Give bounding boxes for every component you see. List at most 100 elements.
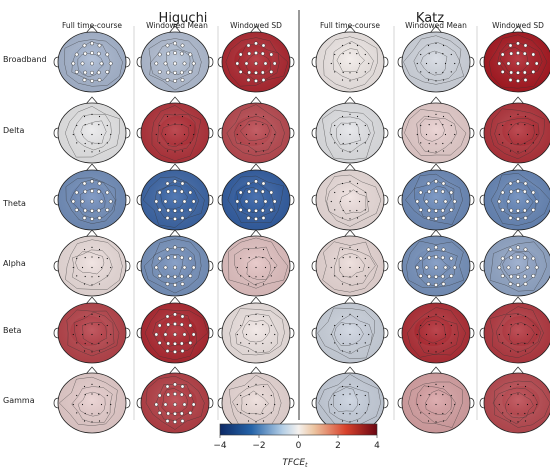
sensor-dot — [507, 133, 510, 136]
sensor-marker — [272, 199, 277, 204]
sensor-dot — [442, 412, 444, 415]
sensor-marker — [179, 274, 184, 279]
sensor-dot — [334, 412, 336, 414]
sensor-marker — [99, 61, 104, 66]
head-ear-left — [53, 397, 60, 409]
sensor-dot — [83, 283, 86, 285]
head-contour — [425, 389, 452, 415]
sensor-dot — [416, 403, 418, 406]
sensor-dot — [100, 266, 103, 269]
sensor-dot — [349, 200, 351, 203]
sensor-dot — [262, 420, 265, 422]
head-shade — [58, 303, 126, 363]
sensor-dot — [428, 342, 430, 345]
head-contour — [403, 35, 465, 85]
sensor-dot — [247, 283, 250, 285]
sensor-marker — [516, 255, 520, 259]
sensor-marker — [173, 411, 177, 416]
sensor-marker — [523, 43, 528, 48]
sensor-dot — [526, 133, 529, 136]
sensor-dot — [240, 275, 242, 277]
head-contour — [333, 247, 376, 286]
head-ear-right — [288, 397, 295, 409]
sensor-dot — [349, 52, 351, 54]
sensor-marker — [180, 419, 185, 423]
sensor-marker — [525, 61, 530, 66]
head-contour — [405, 173, 463, 225]
head-nose — [429, 229, 443, 238]
sensor-marker — [434, 265, 438, 270]
sensor-dot — [270, 342, 272, 344]
head-contour — [492, 387, 539, 425]
sensor-marker — [247, 51, 252, 56]
head-ear-right — [382, 397, 389, 409]
sensor-marker — [165, 384, 170, 389]
sensor-dot — [524, 315, 527, 318]
head-ear-left — [311, 194, 318, 206]
topomap-head — [136, 366, 214, 434]
sensor-marker — [173, 322, 177, 326]
sensor-dot — [425, 333, 428, 336]
sensor-dot — [428, 53, 430, 55]
head-contour — [63, 39, 123, 87]
sensor-marker — [191, 402, 196, 407]
sensor-dot — [174, 151, 176, 153]
head-nose — [168, 163, 182, 172]
sensor-dot — [435, 113, 437, 115]
sensor-marker — [497, 265, 502, 270]
sensor-marker — [90, 51, 94, 55]
sensor-dot — [524, 124, 526, 126]
sensor-dot — [532, 394, 534, 397]
head-contour — [161, 124, 190, 147]
head-contour — [152, 312, 197, 353]
head-contour — [415, 385, 456, 424]
topomap-head — [53, 366, 131, 434]
sensor-dot — [517, 133, 519, 136]
sensor-dot — [98, 324, 100, 326]
sensor-marker — [163, 265, 168, 270]
head-ear-right — [288, 56, 295, 68]
head-shade — [316, 32, 384, 92]
sensor-dot — [84, 394, 86, 396]
sensor-marker — [246, 181, 251, 186]
head-contour — [242, 320, 271, 343]
sensor-dot — [247, 385, 250, 388]
head-ear-right — [468, 127, 475, 139]
head-contour — [73, 311, 115, 352]
sensor-marker — [516, 189, 520, 193]
sensor-marker — [173, 245, 177, 250]
head-shade — [316, 170, 384, 230]
sensor-dot — [341, 182, 344, 185]
head-ear-right — [124, 397, 131, 409]
sensor-dot — [356, 248, 359, 251]
sensor-dot — [517, 383, 519, 385]
sensor-dot — [435, 143, 437, 145]
sensor-dot — [368, 62, 370, 65]
sensor-dot — [98, 257, 100, 259]
sensor-dot — [255, 383, 257, 385]
sensor-dot — [247, 248, 250, 251]
sensor-dot — [166, 115, 169, 118]
sensor-marker — [415, 265, 420, 270]
sensor-dot — [91, 351, 93, 353]
sensor-marker — [516, 265, 520, 270]
head-contour — [77, 53, 105, 78]
sensor-dot — [420, 324, 422, 327]
sensor-marker — [247, 70, 252, 75]
sensor-dot — [349, 393, 351, 395]
sensor-dot — [159, 142, 161, 144]
sensor-dot — [349, 351, 351, 353]
sensor-dot — [255, 123, 257, 125]
head-nose — [429, 366, 443, 375]
sensor-marker — [531, 190, 536, 195]
sensor-dot — [435, 72, 437, 74]
head-nose — [343, 229, 357, 238]
sensor-dot — [524, 394, 526, 396]
row-label-broadband: Broadband — [3, 55, 47, 64]
sensor-marker — [74, 70, 79, 74]
sensor-dot — [509, 385, 512, 388]
sensor-marker — [500, 256, 505, 261]
topomap-head — [397, 96, 475, 164]
sensor-dot — [330, 133, 332, 136]
sensor-dot — [356, 342, 358, 345]
